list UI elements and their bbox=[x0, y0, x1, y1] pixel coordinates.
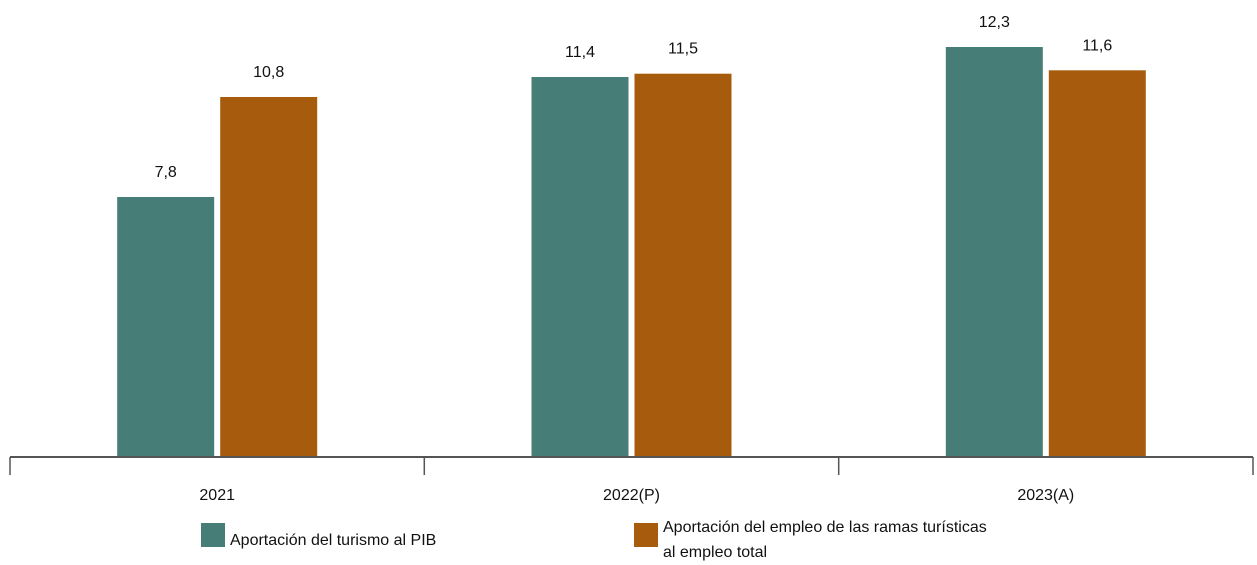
value-labels-layer: 7,8 10,8 11,4 11,5 12,3 11,6 bbox=[155, 14, 1113, 181]
legend-label-1: Aportación del turismo al PIB bbox=[230, 532, 436, 549]
data-label-2-2: 11,5 bbox=[668, 41, 698, 58]
data-label-1-2: 11,4 bbox=[565, 44, 595, 61]
x-axis: 2021 2022(P) 2023(A) bbox=[9, 456, 1254, 504]
legend-label-2-line-1: Aportación del empleo de las ramas turís… bbox=[663, 519, 987, 536]
x-tick-label-1: 2021 bbox=[199, 487, 235, 504]
legend-swatch-1 bbox=[201, 523, 225, 547]
data-label-1-3: 12,3 bbox=[979, 14, 1010, 31]
bar-1-2 bbox=[531, 77, 629, 457]
data-label-1-1: 7,8 bbox=[155, 164, 177, 181]
bar-2-2 bbox=[634, 73, 732, 457]
x-tick-label-3: 2023(A) bbox=[1017, 487, 1074, 504]
data-label-2-3: 11,6 bbox=[1082, 37, 1112, 54]
legend: Aportación del turismo al PIB Aportación … bbox=[201, 519, 987, 561]
data-label-2-1: 10,8 bbox=[253, 64, 284, 81]
legend-label-2-line-2: al empleo total bbox=[663, 544, 767, 561]
bar-2-3 bbox=[1048, 70, 1146, 458]
bars-layer bbox=[117, 47, 1146, 458]
bar-1-3 bbox=[945, 47, 1043, 457]
x-tick-label-2: 2022(P) bbox=[603, 487, 660, 504]
legend-swatch-2 bbox=[634, 523, 658, 547]
bar-1-1 bbox=[117, 197, 215, 457]
bar-2-1 bbox=[220, 97, 318, 457]
